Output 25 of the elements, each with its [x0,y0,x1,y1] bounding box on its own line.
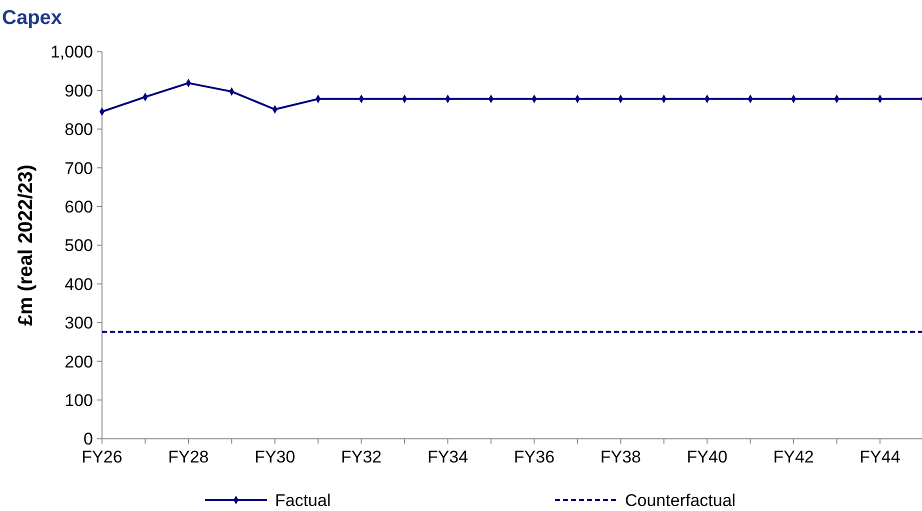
x-tick-label: FY36 [514,448,555,467]
x-tick-label: FY26 [82,448,122,467]
y-axis-title: £m (real 2022/23) [15,164,37,326]
y-tick-label: 0 [84,430,93,449]
y-tick-label: 400 [64,274,93,294]
legend-label: Counterfactual [625,490,736,510]
x-tick-label: FY38 [600,448,641,467]
x-tick-label: FY40 [686,448,728,467]
y-tick-label: 1,000 [50,42,93,62]
x-tick-label: FY42 [773,448,814,467]
x-tick-label: FY32 [341,448,382,467]
y-tick-label: 200 [64,352,93,372]
y-tick-label: 600 [64,197,93,216]
y-tick-label: 500 [64,236,93,256]
y-tick-label: 300 [64,314,93,333]
legend-label: Factual [275,490,331,510]
y-tick-label: 100 [64,390,93,410]
y-tick-label: 700 [64,158,93,178]
chart-title: Capex [2,7,62,29]
x-tick-label: FY30 [254,448,296,467]
y-tick-label: 900 [64,81,93,100]
x-tick-label: FY34 [427,448,468,467]
y-tick-label: 800 [64,120,93,140]
x-tick-label: FY28 [168,448,209,467]
x-tick-label: FY44 [860,448,900,467]
